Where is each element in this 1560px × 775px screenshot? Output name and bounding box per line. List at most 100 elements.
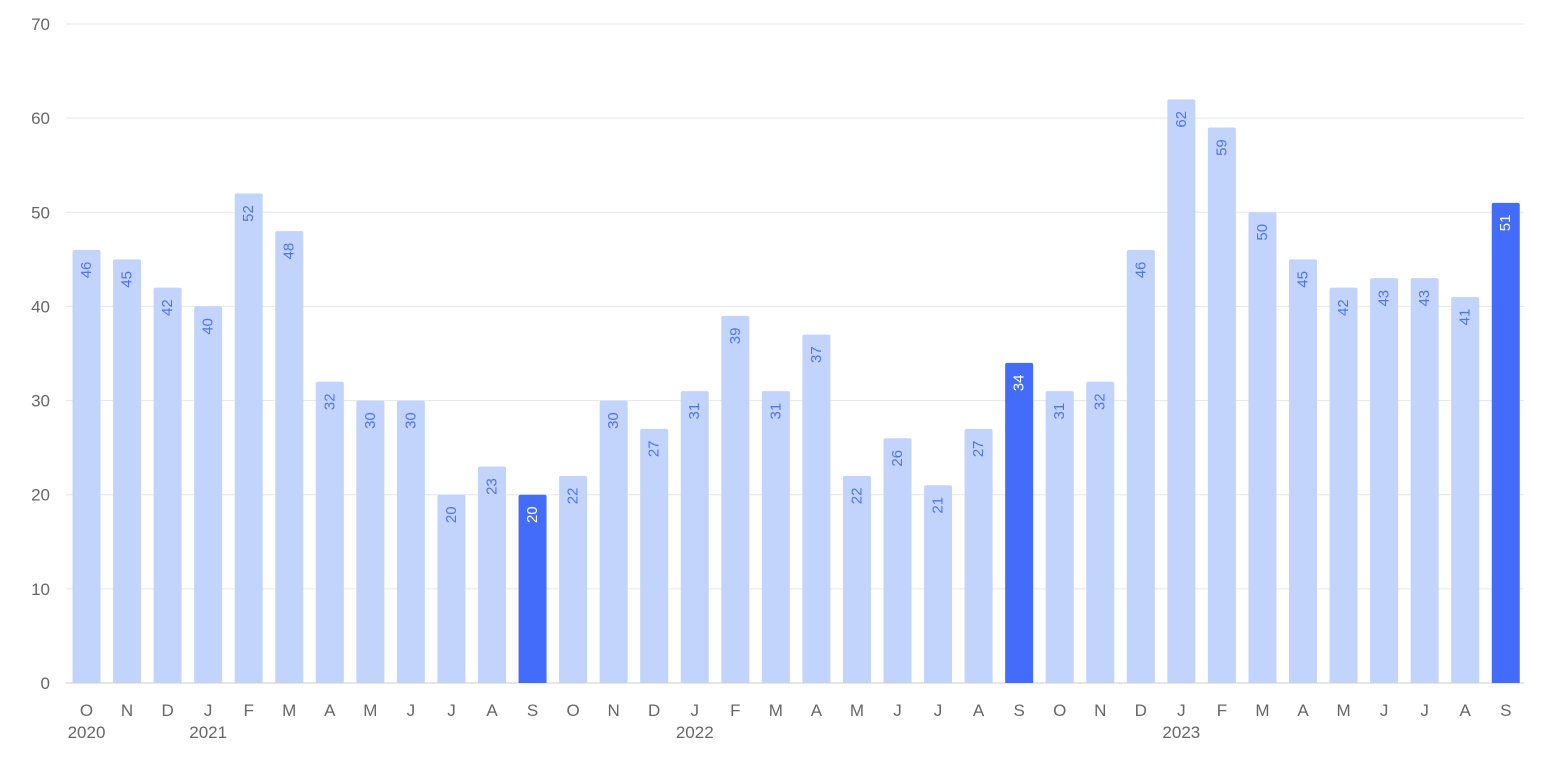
- bar: [315, 381, 344, 683]
- x-tick-label: O: [566, 701, 579, 720]
- bar-value-label: 20: [443, 506, 460, 523]
- bar: [275, 231, 304, 683]
- bar: [72, 249, 101, 683]
- bar-value-label: 46: [1132, 262, 1149, 279]
- x-tick-label: O: [80, 701, 93, 720]
- bar-value-label: 30: [402, 412, 419, 429]
- bar-value-label: 59: [1213, 139, 1230, 156]
- year-label: 2022: [676, 723, 714, 742]
- x-tick-label: M: [1336, 701, 1350, 720]
- bar-value-label: 31: [686, 403, 703, 420]
- bar: [1370, 278, 1399, 683]
- x-tick-label: A: [973, 701, 985, 720]
- y-tick-label: 10: [31, 580, 50, 599]
- bar: [761, 391, 790, 683]
- bar-value-label: 22: [565, 488, 582, 505]
- bar: [802, 334, 831, 683]
- bar-value-label: 20: [524, 506, 541, 523]
- x-tick-label: J: [893, 701, 902, 720]
- bar: [640, 428, 669, 683]
- x-tick-label: M: [1255, 701, 1269, 720]
- bar-value-label: 48: [281, 243, 298, 260]
- x-tick-label: O: [1053, 701, 1066, 720]
- x-tick-label: A: [811, 701, 823, 720]
- bar-value-label: 40: [200, 318, 217, 335]
- bar: [883, 438, 912, 683]
- bar: [1086, 381, 1115, 683]
- x-tick-label: F: [1217, 701, 1227, 720]
- bar-value-label: 46: [78, 262, 95, 279]
- bar: [113, 259, 142, 683]
- bar: [1045, 391, 1074, 683]
- bar-value-label: 27: [646, 440, 663, 457]
- bar-value-label: 41: [1457, 309, 1474, 326]
- year-label: 2023: [1162, 723, 1200, 742]
- bar: [1167, 99, 1196, 684]
- bar-value-label: 42: [1335, 299, 1352, 316]
- bar: [396, 400, 425, 683]
- bar-value-label: 45: [1295, 271, 1312, 288]
- x-tick-label: J: [691, 701, 700, 720]
- bar: [1329, 287, 1358, 683]
- x-tick-label: M: [363, 701, 377, 720]
- x-tick-label: N: [608, 701, 620, 720]
- y-tick-label: 60: [31, 109, 50, 128]
- y-axis-ticks: 0 10 20 30 40 50 60 70: [31, 15, 50, 693]
- bar: [721, 315, 750, 683]
- bar-value-label: 42: [159, 299, 176, 316]
- y-tick-label: 40: [31, 297, 50, 316]
- bar-value-label: 43: [1416, 290, 1433, 307]
- bar: [153, 287, 182, 683]
- x-axis-ticks: O N D J F M A M J J A S O N D J F M A M J J A S O N D J F M A M J J A S 2020…: [68, 701, 1512, 742]
- bar-value-label: 22: [848, 488, 865, 505]
- bar: [437, 494, 466, 683]
- x-tick-label: J: [1420, 701, 1429, 720]
- x-tick-label: D: [648, 701, 660, 720]
- x-tick-label: A: [1460, 701, 1472, 720]
- bar-highlighted: [1005, 362, 1034, 683]
- y-tick-label: 0: [41, 674, 50, 693]
- bar: [964, 428, 993, 683]
- x-tick-label: A: [486, 701, 498, 720]
- bar: [599, 400, 628, 683]
- x-tick-label: M: [282, 701, 296, 720]
- bar: [1207, 127, 1236, 684]
- x-tick-label: D: [1135, 701, 1147, 720]
- x-tick-label: J: [447, 701, 456, 720]
- bar-value-label: 51: [1497, 215, 1514, 232]
- bar-value-label: 27: [970, 440, 987, 457]
- bar-value-label: 32: [1092, 393, 1109, 410]
- bar: [1248, 212, 1277, 684]
- bar-value-label: 21: [930, 497, 947, 514]
- bar-value-label: 32: [321, 393, 338, 410]
- bar-value-label: 26: [889, 450, 906, 467]
- bar: [356, 400, 385, 683]
- bar: [478, 466, 506, 683]
- bar: [1410, 278, 1439, 683]
- y-tick-label: 20: [31, 486, 50, 505]
- x-tick-label: M: [769, 701, 783, 720]
- bar-value-label: 45: [119, 271, 136, 288]
- bar-highlighted: [518, 494, 547, 683]
- bar: [842, 475, 871, 683]
- bar-value-label: 30: [362, 412, 379, 429]
- bar-value-label: 43: [1376, 290, 1393, 307]
- x-tick-label: F: [730, 701, 740, 720]
- year-label: 2021: [189, 723, 227, 742]
- gridlines: [66, 23, 1524, 684]
- x-tick-label: J: [934, 701, 943, 720]
- x-tick-label: J: [1380, 701, 1389, 720]
- bar: [1289, 259, 1317, 683]
- bar-value-label: 23: [484, 478, 501, 495]
- x-tick-label: F: [244, 701, 254, 720]
- bar-value-label: 62: [1173, 111, 1190, 128]
- x-tick-label: S: [527, 701, 538, 720]
- x-tick-label: N: [121, 701, 133, 720]
- y-tick-label: 50: [31, 203, 50, 222]
- x-tick-label: A: [324, 701, 336, 720]
- bar-value-label: 30: [605, 412, 622, 429]
- x-tick-label: J: [407, 701, 416, 720]
- bar: [559, 475, 588, 683]
